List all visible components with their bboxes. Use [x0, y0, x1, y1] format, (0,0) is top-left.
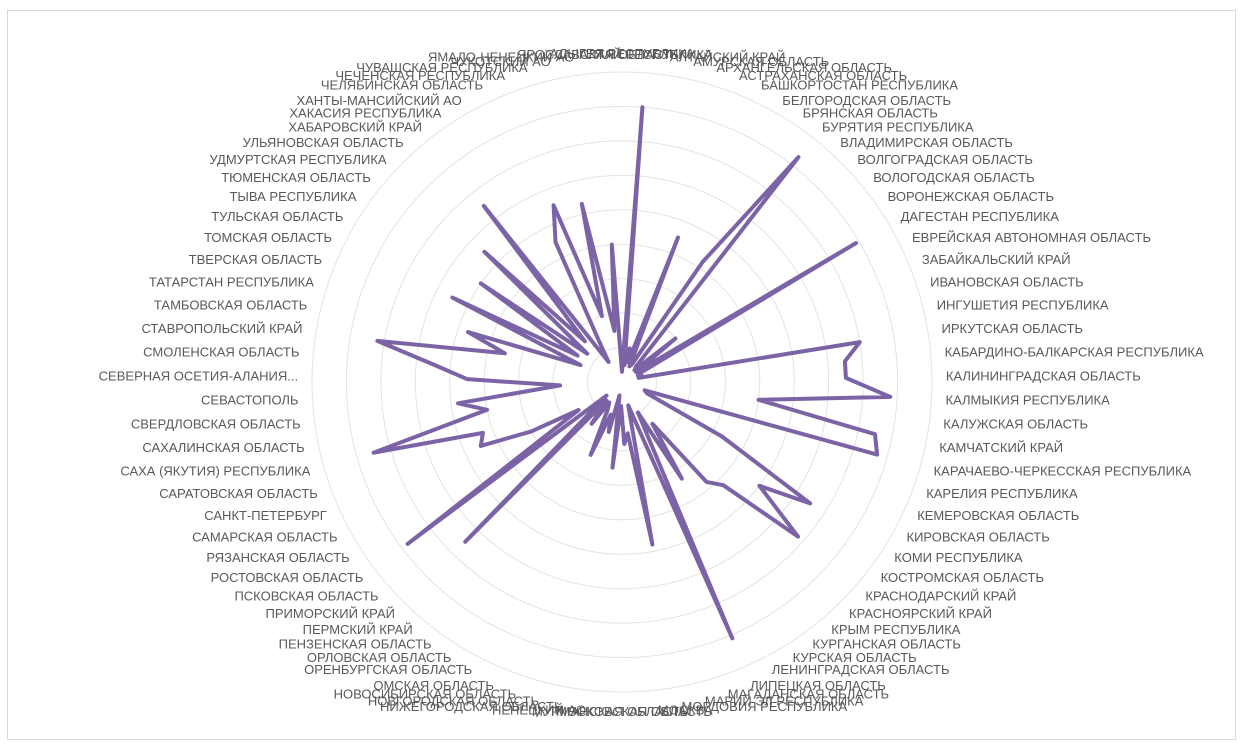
grid-ring	[345, 105, 899, 659]
category-label: ЯМАЛО-НЕНЕЦКИЙ АО	[428, 50, 574, 65]
category-label: МОСКОВСКАЯ ОБЛАСТЬ	[556, 704, 712, 719]
category-label: ЧЕЧЕНСКАЯ РЕСПУБЛИКА	[335, 68, 505, 83]
category-label: ТУЛЬСКАЯ ОБЛАСТЬ	[211, 209, 343, 224]
category-label: БРЯНСКАЯ ОБЛАСТЬ	[803, 106, 938, 121]
category-label: МОРДОВИЯ РЕСПУБЛИКА	[682, 699, 848, 714]
category-label: БАШКОРТОСТАН РЕСПУБЛИКА	[761, 77, 958, 92]
category-label: ПРИМОРСКИЙ КРАЙ	[266, 606, 395, 621]
category-label: САРАТОВСКАЯ ОБЛАСТЬ	[159, 486, 318, 501]
category-label: КОСТРОМСКАЯ ОБЛАСТЬ	[881, 570, 1044, 585]
category-label: КАМЧАТСКИЙ КРАЙ	[939, 440, 1063, 455]
category-label: КАЛМЫКИЯ РЕСПУБЛИКА	[946, 393, 1111, 408]
category-label: СЕВАСТОПОЛЬ	[201, 393, 298, 408]
category-label: МАРИЙ ЭЛ РЕСПУБЛИКА	[705, 694, 864, 709]
category-label: ТАТАРСТАН РЕСПУБЛИКА	[149, 274, 314, 289]
category-label: УДМУРТСКАЯ РЕСПУБЛИКА	[209, 152, 387, 167]
category-label: ТЮМЕНСКАЯ ОБЛАСТЬ	[221, 170, 371, 185]
category-label: ОРЕНБУРГСКАЯ ОБЛАСТЬ	[304, 662, 472, 677]
grid-rings	[311, 71, 933, 693]
category-label: ПСКОВСКАЯ ОБЛАСТЬ	[234, 588, 378, 603]
category-label: КАЛУЖСКАЯ ОБЛАСТЬ	[943, 416, 1088, 431]
category-label: КАЛИНИНГРАДСКАЯ ОБЛАСТЬ	[946, 369, 1141, 384]
category-label: НЕНЕЦКИЙ АО	[492, 702, 586, 717]
category-label: СТАВРОПОЛЬСКИЙ КРАЙ	[141, 321, 302, 336]
category-label: КУРСКАЯ ОБЛАСТЬ	[793, 650, 917, 665]
category-label: САМАРСКАЯ ОБЛАСТЬ	[192, 530, 337, 545]
category-label: ЛИПЕЦКАЯ ОБЛАСТЬ	[750, 678, 886, 693]
chart-frame: АДЫГЕЯ РЕСПУБЛИКА АЛТАЙ РЕСПУБЛИКА АЛТАЙСК…	[7, 10, 1236, 740]
grid-ring	[311, 71, 933, 693]
category-label: АЛТАЙ РЕСПУБЛИКА	[579, 47, 713, 62]
category-label: НОВГОРОДСКАЯ ОБЛАСТЬ	[368, 694, 539, 709]
category-label: ОМСКАЯ ОБЛАСТЬ	[373, 678, 494, 693]
category-label: МУРМАНСКАЯ ОБЛАСТЬ	[532, 704, 688, 719]
category-label: ЕВРЕЙСКАЯ АВТОНОМНАЯ ОБЛАСТЬ	[912, 230, 1151, 245]
category-label: КОМИ РЕСПУБЛИКА	[894, 550, 1023, 565]
category-label: КАРЕЛИЯ РЕСПУБЛИКА	[926, 486, 1078, 501]
category-label: ПЕНЗЕНСКАЯ ОБЛАСТЬ	[279, 637, 432, 652]
category-label: АМУРСКАЯ ОБЛАСТЬ	[693, 54, 829, 69]
grid-ring	[380, 140, 864, 624]
category-label: ИРКУТСКАЯ ОБЛАСТЬ	[942, 321, 1084, 336]
category-label: БУРЯТИЯ РЕСПУБЛИКА	[822, 120, 974, 135]
category-label: ЗАБАЙКАЛЬСКИЙ КРАЙ	[922, 252, 1071, 267]
category-label: ТОМСКАЯ ОБЛАСТЬ	[204, 230, 332, 245]
category-label: САХАЛИНСКАЯ ОБЛАСТЬ	[142, 440, 304, 455]
category-label: НОВОСИБИРСКАЯ ОБЛАСТЬ	[334, 687, 517, 702]
category-label: КАРАЧАЕВО-ЧЕРКЕССКАЯ РЕСПУБЛИКА	[934, 463, 1192, 478]
category-label: БЕЛГОРОДСКАЯ ОБЛАСТЬ	[782, 93, 951, 108]
grid-ring	[449, 209, 795, 555]
category-label: КАБАРДИНО-БАЛКАРСКАЯ РЕСПУБЛИКА	[945, 345, 1204, 360]
category-label: СЕВЕРНАЯ ОСЕТИЯ-АЛАНИЯ...	[99, 369, 298, 384]
category-label: ИНГУШЕТИЯ РЕСПУБЛИКА	[937, 297, 1109, 312]
category-label: МОСКВА	[658, 702, 713, 717]
category-label: ТВЕРСКАЯ ОБЛАСТЬ	[189, 252, 322, 267]
category-label: АРХАНГЕЛЬСКАЯ ОБЛАСТЬ	[716, 60, 892, 75]
category-label: КРАСНОДАРСКИЙ КРАЙ	[865, 588, 1016, 603]
category-label: ВЛАДИМИРСКАЯ ОБЛАСТЬ	[840, 135, 1013, 150]
category-label: ДАГЕСТАН РЕСПУБЛИКА	[901, 209, 1060, 224]
series-layer	[371, 105, 893, 641]
category-label: ХАБАРОВСКИЙ КРАЙ	[288, 120, 422, 135]
category-label: ОРЛОВСКАЯ ОБЛАСТЬ	[307, 650, 452, 665]
category-label: ПЕРМСКИЙ КРАЙ	[303, 622, 413, 637]
category-label: ТЫВА РЕСПУБЛИКА	[229, 189, 356, 204]
category-label: ХАНТЫ-МАНСИЙСКИЙ АО	[296, 93, 461, 108]
category-label: ЧЕЛЯБИНСКАЯ ОБЛАСТЬ	[321, 77, 483, 92]
category-label: МАГАДАНСКАЯ ОБЛАСТЬ	[728, 687, 889, 702]
category-label: СВЕРДЛОВСКАЯ ОБЛАСТЬ	[131, 416, 301, 431]
category-label: САНКТ-ПЕТЕРБУРГ	[204, 508, 327, 523]
category-label: КЕМЕРОВСКАЯ ОБЛАСТЬ	[917, 508, 1079, 523]
series-line	[371, 105, 893, 641]
category-label: КРЫМ РЕСПУБЛИКА	[831, 622, 961, 637]
category-label: НИЖЕГОРОДСКАЯ ОБЛАСТЬ	[380, 699, 562, 714]
category-label: КИРОВСКАЯ ОБЛАСТЬ	[907, 530, 1050, 545]
category-label: РОСТОВСКАЯ ОБЛАСТЬ	[211, 570, 364, 585]
category-label: АЛТАЙСКИЙ КРАЙ	[670, 50, 786, 65]
category-label: КУРГАНСКАЯ ОБЛАСТЬ	[812, 637, 961, 652]
category-label: ЛЕНИНГРАДСКАЯ ОБЛАСТЬ	[772, 662, 950, 677]
category-label: СМОЛЕНСКАЯ ОБЛАСТЬ	[143, 345, 299, 360]
category-label: УЛЬЯНОВСКАЯ ОБЛАСТЬ	[243, 135, 404, 150]
category-label: АДЫГЕЯ РЕСПУБЛИКА	[549, 46, 694, 61]
category-label: ЯРОСЛАВСКАЯ ОБЛАСТЬ	[517, 47, 679, 62]
category-label: КРАСНОЯРСКИЙ КРАЙ	[849, 606, 992, 621]
category-label: ВОРОНЕЖСКАЯ ОБЛАСТЬ	[888, 189, 1054, 204]
grid-ring	[414, 174, 830, 590]
category-label: РЯЗАНСКАЯ ОБЛАСТЬ	[206, 550, 349, 565]
category-label: ХАКАСИЯ РЕСПУБЛИКА	[289, 106, 441, 121]
category-label: ТАМБОВСКАЯ ОБЛАСТЬ	[154, 297, 307, 312]
category-label: ВОЛОГОДСКАЯ ОБЛАСТЬ	[873, 170, 1034, 185]
grid-ring	[552, 312, 692, 452]
category-label: ЧУКОТСКИЙ АО	[451, 54, 551, 69]
category-label: ВОЛГОГРАДСКАЯ ОБЛАСТЬ	[857, 152, 1033, 167]
category-label: ЧУВАШСКАЯ РЕСПУБЛИКА	[356, 60, 528, 75]
category-label: ИВАНОВСКАЯ ОБЛАСТЬ	[930, 274, 1084, 289]
category-label: САХА (ЯКУТИЯ) РЕСПУБЛИКА	[120, 463, 310, 478]
category-label: АСТРАХАНСКАЯ ОБЛАСТЬ	[739, 68, 907, 83]
